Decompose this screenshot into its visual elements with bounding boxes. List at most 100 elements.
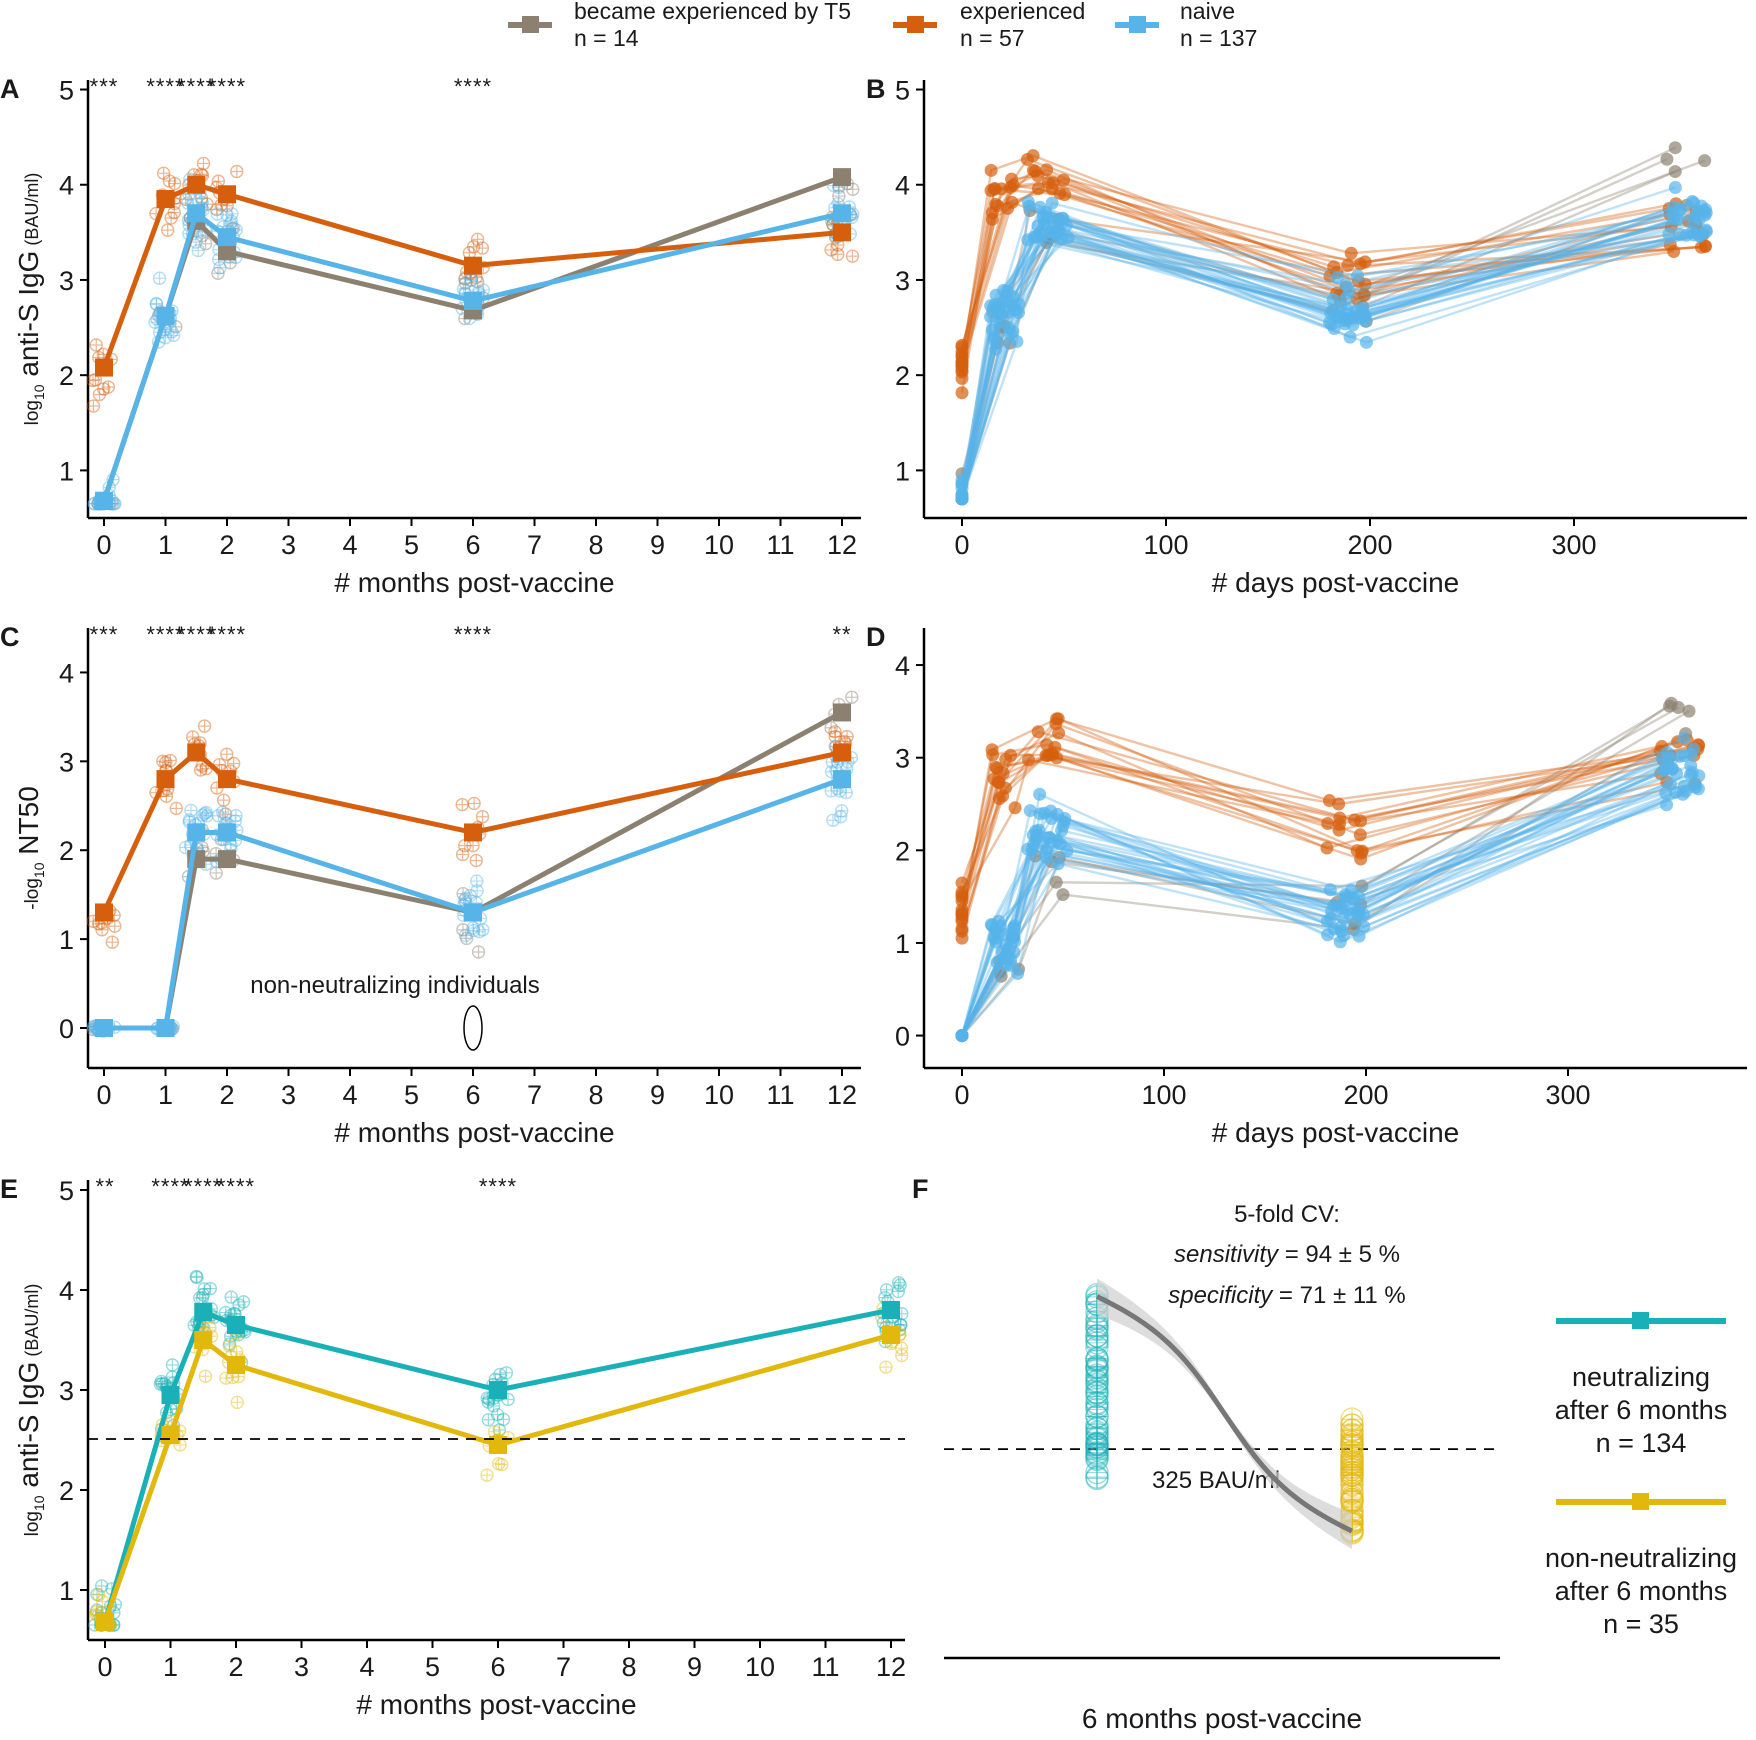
data-point — [224, 1290, 238, 1304]
point-circle — [1085, 1404, 1109, 1429]
point-circle — [92, 387, 107, 402]
trajectory-point-blue — [1670, 766, 1684, 780]
point-circle — [1340, 1435, 1364, 1460]
point-circle — [494, 1457, 509, 1472]
point-circle — [197, 719, 212, 733]
trajectory-point-orange — [1001, 201, 1015, 215]
mean-marker-teal — [227, 1316, 245, 1334]
mean-marker-grey — [218, 850, 236, 869]
point-circle — [1085, 1324, 1109, 1348]
trajectory-point-orange — [991, 199, 1005, 213]
significance-marker: *** — [90, 622, 119, 647]
point-circle — [480, 1468, 494, 1482]
data-point-teal — [1085, 1380, 1109, 1405]
x-tick-label: 100 — [1143, 530, 1188, 560]
point-circle — [152, 271, 167, 285]
point-circle — [165, 325, 179, 339]
data-point — [828, 729, 842, 744]
mean-marker-orange — [464, 823, 482, 842]
trajectory-point-orange — [1020, 152, 1034, 166]
data-point — [828, 725, 842, 739]
y-tick-label: 0 — [59, 1014, 74, 1044]
point-circle — [455, 797, 469, 812]
point-circle — [1340, 1463, 1364, 1487]
panel-d: 0 1 2 3 4 0 100 200 300 # days post-vaccine D — [866, 622, 1747, 1148]
trajectory-point-orange — [999, 752, 1013, 766]
trajectory-point-blue — [1687, 742, 1701, 756]
point-circle — [1340, 1485, 1364, 1509]
point-circle — [1085, 1438, 1109, 1462]
point-circle — [1340, 1425, 1364, 1450]
x-tick-label: 1 — [158, 1080, 173, 1110]
trajectory-point-orange — [1031, 169, 1045, 183]
point-circle — [826, 813, 840, 827]
point-circle — [1085, 1377, 1109, 1401]
mean-marker-blue — [218, 823, 236, 842]
point-circle — [215, 805, 230, 819]
trajectory-point-blue — [1351, 269, 1365, 283]
x-tick-label: 8 — [621, 1652, 636, 1682]
trajectory-point-blue — [1342, 283, 1356, 297]
series-line-blue — [101, 210, 843, 502]
data-point — [108, 919, 122, 933]
x-tick-label: 7 — [556, 1652, 571, 1682]
point-circle — [1340, 1463, 1364, 1487]
trajectory-point-orange — [1022, 753, 1036, 767]
trajectory-point-blue — [999, 938, 1013, 952]
data-point — [470, 874, 484, 888]
point-circle — [1085, 1440, 1109, 1465]
trajectory-point-grey — [1049, 875, 1063, 889]
data-point — [487, 1425, 502, 1439]
point-circle — [1085, 1466, 1109, 1491]
x-tick-label: 300 — [1545, 1080, 1590, 1110]
trajectory-point-grey — [1663, 699, 1677, 713]
data-point — [481, 1413, 496, 1427]
point-circle — [200, 809, 214, 823]
specificity-value: = 71 ± 11 % — [1272, 1282, 1405, 1309]
x-tick-label: 1 — [163, 1652, 178, 1682]
data-point — [824, 243, 838, 257]
data-point — [220, 747, 234, 761]
point-circle — [1340, 1463, 1364, 1488]
data-point-teal — [1085, 1365, 1109, 1390]
mean-marker-blue — [218, 228, 236, 247]
trajectory-point-orange — [996, 789, 1010, 803]
data-point — [210, 207, 224, 221]
y-tick-label: 2 — [59, 361, 74, 391]
data-point — [216, 793, 231, 807]
point-circle — [1085, 1447, 1109, 1472]
trajectory-point-blue — [1330, 271, 1344, 285]
point-circle — [895, 1348, 909, 1363]
y-title-subscript: 10 — [31, 862, 47, 878]
x-tick-label: 5 — [425, 1652, 440, 1682]
point-circle — [1340, 1451, 1364, 1475]
point-circle — [475, 241, 490, 255]
y-title-subscript: 10 — [31, 1495, 47, 1511]
data-point — [222, 1337, 237, 1351]
point-circle — [232, 1298, 246, 1312]
point-circle — [486, 1399, 501, 1413]
data-point-gold — [1340, 1463, 1364, 1487]
mean-marker-teal — [882, 1301, 900, 1319]
data-point-teal — [1085, 1377, 1109, 1401]
data-point — [197, 719, 212, 733]
legend-item-grey: became experienced by T5 n = 14 — [508, 0, 851, 51]
point-circle — [219, 1371, 233, 1385]
trajectory-point-orange — [955, 340, 969, 354]
point-circle — [1085, 1432, 1109, 1456]
data-point-gold — [1340, 1450, 1364, 1475]
point-circle — [1085, 1390, 1109, 1415]
data-point — [501, 1392, 515, 1407]
data-point-teal — [1085, 1420, 1109, 1444]
trajectory-point-blue — [1026, 828, 1040, 842]
data-point-gold — [1340, 1413, 1364, 1437]
data-point-gold — [1340, 1487, 1364, 1511]
point-circle — [891, 1276, 906, 1290]
mean-lines — [95, 703, 851, 1037]
point-circle — [149, 296, 164, 311]
trajectory-point-blue — [1662, 227, 1676, 241]
point-circle — [835, 804, 849, 818]
point-circle — [1085, 1427, 1109, 1451]
point-circle — [845, 690, 859, 704]
x-tick-label: 9 — [650, 530, 665, 560]
